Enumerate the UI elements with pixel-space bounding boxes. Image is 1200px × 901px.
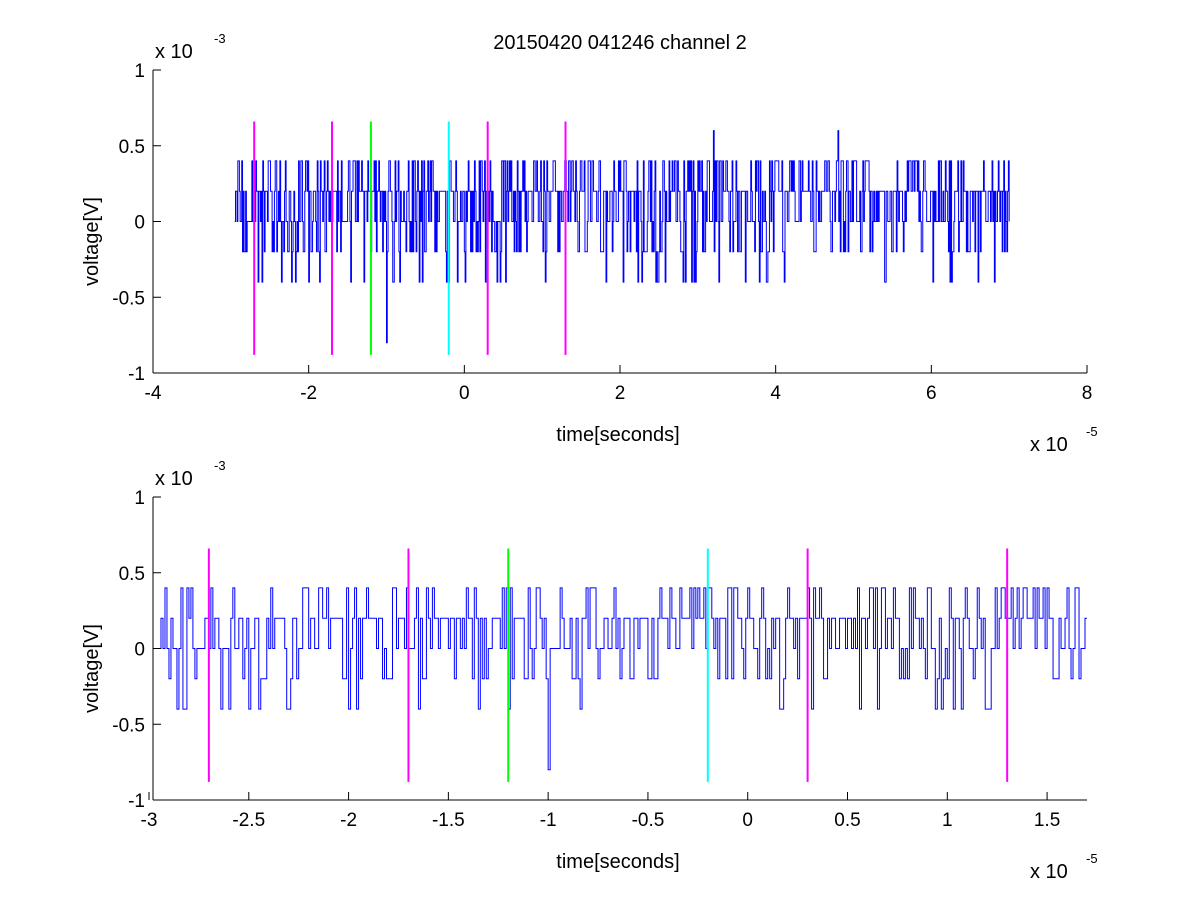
top-plot: -4 -2 0 2 4 6 8 -1 -0.5 0 0.5 1 time[seconds] voltage… <box>81 31 1098 456</box>
figure-title: 20150420 041246 channel 2 <box>493 32 747 54</box>
y-tick-label: -1 <box>128 364 145 385</box>
y-tick-label: 0.5 <box>119 564 145 585</box>
x-exponent-power: -5 <box>1086 424 1098 439</box>
x-tick-label: -4 <box>145 383 162 404</box>
x-tick-label: -0.5 <box>632 810 665 831</box>
x-axis-label: time[seconds] <box>556 424 679 446</box>
y-tick-label: 1 <box>134 61 145 82</box>
x-tick-label: -3 <box>141 810 158 831</box>
x-tick-label: -2 <box>300 383 317 404</box>
signal-trace <box>234 130 1010 344</box>
y-tick-label: 0.5 <box>119 137 145 158</box>
x-tick-label: 8 <box>1082 383 1093 404</box>
y-exponent-power: -3 <box>214 458 226 473</box>
y-tick-label: -1 <box>128 791 145 812</box>
x-tick-label: -1.5 <box>432 810 465 831</box>
x-tick-label: 1.5 <box>1034 810 1060 831</box>
y-tick-label: 1 <box>134 488 145 509</box>
y-exponent-base: x 10 <box>155 468 193 490</box>
x-exponent-base: x 10 <box>1030 434 1068 456</box>
x-exponent-power: -5 <box>1086 851 1098 866</box>
y-exponent-base: x 10 <box>155 41 193 63</box>
y-tick-label: -0.5 <box>112 715 145 736</box>
x-tick-label: 4 <box>770 383 781 404</box>
bottom-plot: -3 -2.5 -2 -1.5 -1 -0.5 0 0.5 1 1.5 -1 -0.5 0 0.5 1 tim… <box>81 458 1098 883</box>
y-tick-label: 0 <box>134 213 145 234</box>
x-tick-label: 0.5 <box>834 810 860 831</box>
y-exponent-power: -3 <box>214 31 226 46</box>
y-axis-label: voltage[V] <box>81 624 103 713</box>
x-tick-label: 0 <box>742 810 753 831</box>
x-tick-label: -2 <box>340 810 357 831</box>
signal-trace <box>158 587 1087 771</box>
x-tick-label: -2.5 <box>232 810 265 831</box>
x-exponent-base: x 10 <box>1030 861 1068 883</box>
y-tick-label: -0.5 <box>112 288 145 309</box>
y-axis-label: voltage[V] <box>81 197 103 286</box>
x-tick-label: 6 <box>926 383 937 404</box>
x-axis-label: time[seconds] <box>556 851 679 873</box>
x-tick-label: 0 <box>459 383 470 404</box>
x-tick-label: 2 <box>615 383 626 404</box>
x-tick-label: 1 <box>942 810 953 831</box>
x-tick-label: -1 <box>540 810 557 831</box>
y-tick-label: 0 <box>134 640 145 661</box>
